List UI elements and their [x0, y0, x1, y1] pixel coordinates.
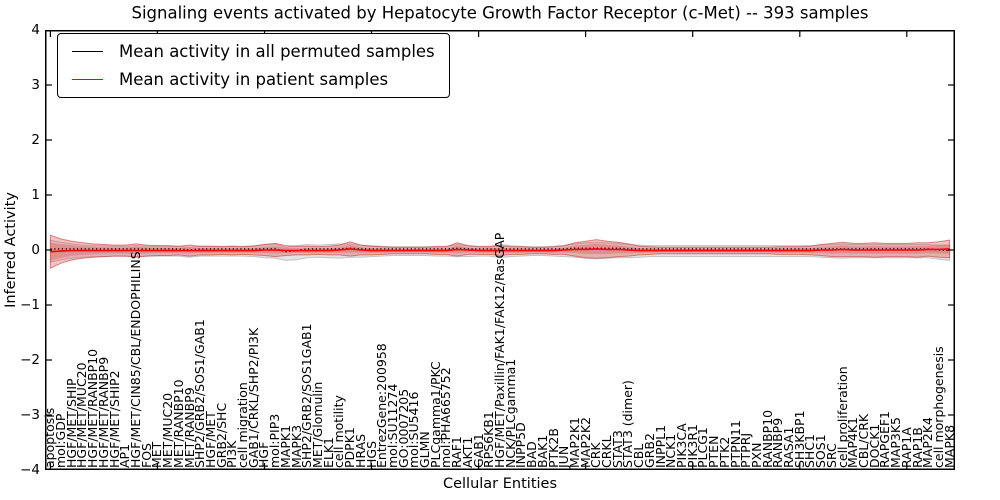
y-tick-label: −1	[20, 297, 40, 313]
y-tick-label: −3	[20, 407, 40, 423]
plot-area: apoptosis mol:GDP HGF/MET/SHIP HGF/MET/MUC2…	[42, 30, 957, 470]
y-tick-label: 2	[31, 132, 40, 148]
x-tick-label: HGF/MET/CIN85/CBL/ENDOPHILINS	[128, 251, 143, 468]
legend: Mean activity in all permuted samples Me…	[57, 33, 450, 98]
y-tick-label: −4	[20, 462, 40, 478]
chart-title: Signaling events activated by Hepatocyte…	[131, 3, 869, 23]
y-tick-label: 3	[31, 77, 40, 93]
plot-canvas	[45, 30, 955, 470]
y-tick-label: −2	[20, 352, 40, 368]
x-axis-label: Cellular Entities	[442, 476, 558, 492]
legend-line-permuted-icon	[72, 51, 103, 52]
legend-line-patient-icon	[72, 79, 103, 80]
legend-entry-permuted: Mean activity in all permuted samples	[72, 42, 435, 61]
legend-entry-patient: Mean activity in patient samples	[72, 70, 435, 89]
legend-label-patient: Mean activity in patient samples	[119, 70, 389, 89]
y-tick-label: 0	[31, 242, 40, 258]
x-tick-label: MAPK8	[941, 424, 957, 468]
legend-label-permuted: Mean activity in all permuted samples	[119, 42, 435, 61]
y-tick-label: 1	[31, 187, 40, 203]
y-tick-label: 4	[31, 22, 40, 38]
